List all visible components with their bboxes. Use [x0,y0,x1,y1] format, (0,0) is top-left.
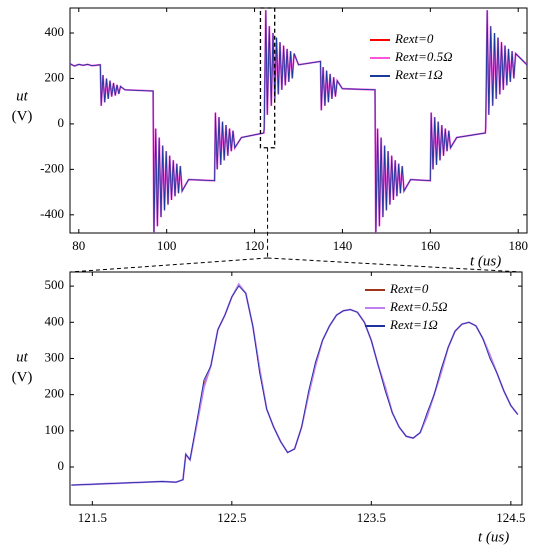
series-line [70,10,527,233]
x-tick-label: 123.5 [357,510,386,525]
zoom-connector [69,257,268,273]
y-tick-label: 300 [45,349,65,364]
y-tick-label: 200 [45,69,65,84]
plot-lines [71,282,519,486]
x-tick-label: 122.5 [217,510,246,525]
x-tick-label: 140 [333,238,353,253]
series-line [71,285,519,486]
y-axis-label: ut [16,349,29,365]
series-line [70,10,527,233]
y-axis-label: ut [16,88,29,104]
series-line [71,283,519,486]
y-tick-label: -200 [40,160,64,175]
legend-label: Rext=1Ω [394,67,443,82]
y-tick-label: -400 [40,206,64,221]
series-line [70,10,527,233]
x-tick-label: 160 [421,238,441,253]
legend-label: Rext=0.5Ω [389,299,448,314]
plot-frame [69,7,528,234]
zoom-connector [267,257,523,273]
x-tick-label: 120 [245,238,265,253]
x-tick-label: 121.5 [78,510,107,525]
y-tick-label: 400 [45,313,65,328]
x-tick-label: 124.5 [496,510,525,525]
y-tick-label: 0 [58,115,65,130]
legend-label: Rext=0 [389,281,429,296]
y-tick-label: 100 [45,422,65,437]
legend-label: Rext=0 [394,31,434,46]
x-axis-label: t (us) [470,253,501,269]
y-tick-label: 500 [45,277,65,292]
legend-label: Rext=1Ω [389,317,438,332]
x-axis-label: t (us) [478,529,509,545]
x-tick-label: 100 [157,238,177,253]
x-tick-label: 80 [72,238,85,253]
y-axis-label: (V) [12,108,33,124]
plot-lines [70,10,527,233]
y-tick-label: 400 [45,24,65,39]
series-line [71,282,519,486]
y-tick-label: 0 [58,458,65,473]
y-tick-label: 200 [45,386,65,401]
x-tick-label: 180 [508,238,528,253]
y-axis-label: (V) [12,369,33,385]
legend-label: Rext=0.5Ω [394,49,453,64]
plot-frame [69,271,523,506]
